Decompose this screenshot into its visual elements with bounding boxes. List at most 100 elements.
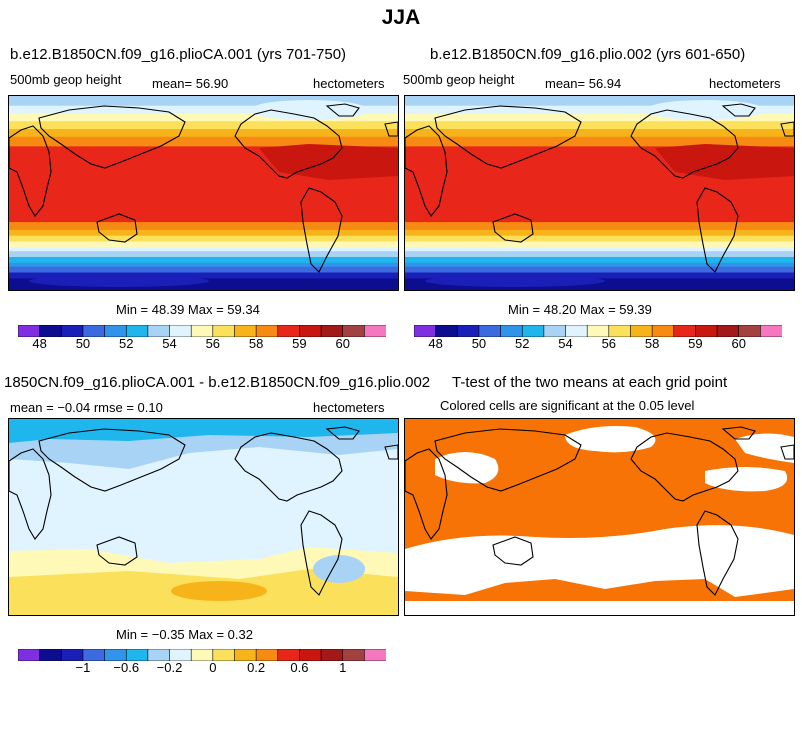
diff-strong-negative-region	[9, 419, 398, 443]
main-title: JJA	[381, 6, 421, 29]
nonsignificant-region	[705, 467, 788, 492]
coastline	[630, 109, 739, 179]
coastlines	[9, 103, 398, 273]
field-band	[9, 105, 398, 114]
field-band	[9, 251, 398, 258]
panel2-mean-label: mean= 56.94	[545, 76, 622, 91]
panel1-map	[8, 95, 399, 291]
coastline	[721, 103, 756, 117]
colorbar-tick-label: 0	[209, 660, 217, 675]
panel3-stats: mean = −0.04 rmse = 0.10	[10, 400, 163, 415]
field-band	[9, 262, 398, 268]
panel1-mean-label: mean= 56.90	[152, 76, 229, 91]
colorbar-tick-label: 59	[688, 336, 703, 351]
colorbar-tick-label: 0.2	[247, 660, 266, 675]
field-max-region	[259, 144, 398, 180]
colorbar-tick-label: 58	[248, 336, 264, 351]
panel2-map	[404, 95, 795, 291]
coastline	[405, 125, 448, 217]
coastlines	[9, 426, 398, 596]
coastline	[325, 103, 360, 117]
colorbar-tick-label: 52	[119, 336, 134, 351]
panel3-map-plot	[9, 419, 398, 615]
field-band	[405, 266, 794, 273]
panel4-title: T-test of the two means at each grid poi…	[452, 374, 728, 391]
coastline	[300, 510, 343, 596]
field-band	[405, 257, 794, 264]
panel3-title: 1850CN.f09_g16.plioCA.001 - b.e12.B1850C…	[4, 374, 431, 391]
nonsignificant-region	[735, 433, 794, 463]
field-band	[9, 136, 398, 147]
panel4-subtitle: Colored cells are significant at the 0.0…	[440, 398, 695, 413]
panel2-units-label: hectometers	[709, 76, 781, 91]
field-band	[405, 235, 794, 242]
field-band	[405, 229, 794, 237]
panel2-colorbar	[413, 324, 783, 342]
panel3-map	[8, 418, 399, 616]
colorbar-tick-label: 59	[292, 336, 307, 351]
panel3-colorbar-labels: −1 −0.6 −0.2 0 0.2 0.6 1	[18, 660, 386, 676]
colorbar-tick-label: 0.6	[290, 660, 309, 675]
field-band	[405, 113, 794, 122]
diff-south-negative-region	[313, 555, 365, 583]
colorbar-tick-label: 48	[428, 336, 443, 351]
coastline	[9, 125, 52, 217]
field-band	[9, 235, 398, 242]
coastlines	[405, 426, 794, 596]
field-band	[9, 229, 398, 237]
colorbar-tick-label: −0.2	[156, 660, 183, 675]
field-band	[9, 129, 398, 138]
panel4-map	[404, 418, 795, 616]
nonsignificant-region	[405, 601, 794, 615]
coastline	[384, 444, 398, 460]
colorbar-tick-label: 50	[75, 336, 91, 351]
panel2-title: b.e12.B1850CN.f09_g16.plio.002 (yrs 601-…	[430, 46, 746, 63]
field-band	[9, 121, 398, 130]
nonsignificant-region	[435, 452, 499, 484]
panel1-colorbar-labels: 48 50 52 54 56 58 59 60	[18, 336, 386, 352]
coastline	[780, 444, 794, 460]
coastline	[234, 109, 343, 179]
nonsignificant-region	[405, 525, 794, 597]
field-max-region	[655, 144, 794, 180]
panel2-minmax: Min = 48.20 Max = 59.39	[508, 302, 652, 317]
colorbar-tick-label: 56	[601, 336, 617, 351]
colorbar-tick-label: 60	[335, 336, 350, 351]
panel1-title: b.e12.B1850CN.f09_g16.plioCA.001 (yrs 70…	[10, 46, 347, 63]
colorbar-tick-label: −1	[75, 660, 91, 675]
panel4-map-plot	[405, 419, 794, 615]
coastline	[38, 105, 186, 169]
field-band	[9, 266, 398, 273]
colorbar-tick-label: 56	[205, 336, 221, 351]
colorbar-tick-label: 48	[32, 336, 47, 351]
field-polar-region	[425, 275, 605, 287]
colorbar-tick-label: 54	[558, 336, 573, 351]
field-band	[405, 96, 794, 107]
coastline	[234, 432, 343, 502]
field-band	[9, 241, 398, 248]
coastline	[630, 432, 739, 502]
field-band	[405, 222, 794, 231]
coastline	[325, 426, 360, 440]
coastline	[696, 187, 739, 273]
field-band	[9, 247, 398, 252]
field-band	[9, 257, 398, 264]
colorbar-tick-label: 60	[731, 336, 746, 351]
panel1-variable-label: 500mb geop height	[10, 72, 122, 87]
coastline	[434, 105, 582, 169]
nonsignificant-region	[565, 426, 656, 453]
colorbar-tick-label: 1	[339, 660, 347, 675]
field-band	[405, 251, 794, 258]
coastline	[780, 121, 794, 137]
field-band	[405, 241, 794, 248]
field-band	[9, 113, 398, 122]
coastlines	[405, 103, 794, 273]
field-band	[405, 105, 794, 114]
coastline	[696, 510, 739, 596]
panel3-units-label: hectometers	[313, 400, 385, 415]
panel1-map-plot	[9, 96, 398, 290]
coastline	[492, 213, 534, 243]
panel2-colorbar-bar	[413, 324, 783, 338]
field-band	[9, 96, 398, 107]
colorbar-tick-label: 58	[644, 336, 660, 351]
